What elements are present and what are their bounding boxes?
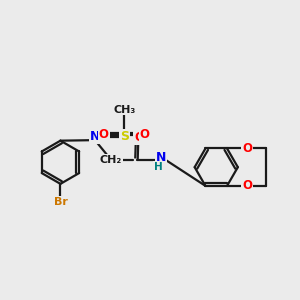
Text: O: O (99, 128, 109, 141)
Text: S: S (120, 130, 129, 143)
Text: N: N (90, 130, 100, 143)
Text: CH₂: CH₂ (100, 155, 122, 165)
Text: O: O (242, 142, 252, 155)
Text: N: N (156, 151, 166, 164)
Text: O: O (140, 128, 150, 141)
Text: H: H (154, 162, 163, 172)
Text: CH₃: CH₃ (113, 104, 135, 115)
Text: S: S (120, 130, 129, 143)
Text: H: H (154, 162, 163, 172)
Text: Br: Br (53, 197, 68, 207)
Text: O: O (242, 179, 252, 192)
Text: O: O (134, 131, 144, 144)
Text: N: N (156, 151, 166, 164)
Text: CH₃: CH₃ (113, 104, 135, 115)
Text: Br: Br (53, 197, 68, 207)
Text: O: O (140, 128, 150, 141)
Text: O: O (242, 142, 252, 155)
Text: N: N (90, 130, 100, 143)
Text: O: O (134, 131, 144, 144)
Text: O: O (242, 179, 252, 192)
Text: O: O (99, 128, 109, 141)
